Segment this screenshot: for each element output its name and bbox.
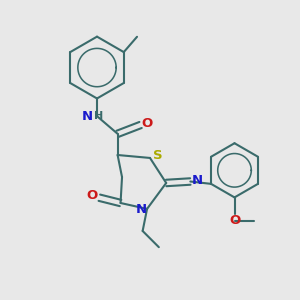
Text: O: O — [229, 214, 240, 227]
Text: S: S — [152, 149, 162, 162]
Text: O: O — [141, 117, 153, 130]
Text: N: N — [82, 110, 93, 123]
Text: H: H — [94, 111, 104, 121]
Text: O: O — [87, 189, 98, 203]
Text: N: N — [136, 203, 147, 216]
Text: N: N — [191, 174, 203, 188]
